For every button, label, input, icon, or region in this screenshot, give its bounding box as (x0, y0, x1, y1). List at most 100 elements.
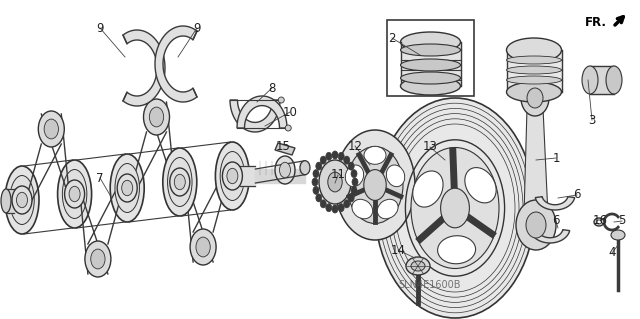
Ellipse shape (594, 218, 604, 226)
Ellipse shape (58, 160, 92, 228)
Ellipse shape (170, 168, 190, 196)
Ellipse shape (313, 170, 319, 178)
Ellipse shape (223, 162, 243, 190)
Text: 6: 6 (552, 214, 560, 227)
Ellipse shape (190, 229, 216, 265)
Ellipse shape (344, 200, 349, 208)
Ellipse shape (611, 230, 625, 240)
Ellipse shape (320, 200, 326, 208)
Ellipse shape (168, 158, 192, 206)
Ellipse shape (1, 189, 11, 213)
Ellipse shape (465, 167, 496, 203)
Ellipse shape (521, 80, 549, 116)
Ellipse shape (335, 130, 415, 240)
Ellipse shape (123, 182, 131, 194)
Ellipse shape (275, 156, 295, 184)
Ellipse shape (401, 44, 461, 56)
Ellipse shape (10, 175, 35, 225)
Ellipse shape (149, 107, 164, 127)
Ellipse shape (406, 257, 430, 275)
Ellipse shape (234, 164, 239, 171)
Ellipse shape (228, 170, 236, 182)
Text: 5: 5 (618, 214, 626, 227)
Ellipse shape (606, 66, 622, 94)
Ellipse shape (176, 176, 184, 188)
Ellipse shape (117, 174, 137, 202)
Ellipse shape (596, 220, 602, 224)
Ellipse shape (326, 152, 332, 160)
Ellipse shape (348, 194, 354, 202)
Text: 16: 16 (593, 214, 607, 227)
Ellipse shape (312, 178, 318, 186)
Ellipse shape (15, 205, 20, 212)
Ellipse shape (401, 32, 461, 52)
Text: FR.: FR. (585, 16, 607, 28)
Polygon shape (531, 230, 570, 243)
Ellipse shape (122, 180, 132, 196)
Bar (387, 20, 474, 96)
Ellipse shape (69, 186, 80, 202)
Text: 1: 1 (552, 152, 560, 165)
Ellipse shape (332, 151, 338, 159)
Ellipse shape (401, 77, 461, 95)
Ellipse shape (163, 148, 197, 216)
Ellipse shape (182, 170, 187, 177)
Ellipse shape (5, 166, 39, 234)
Ellipse shape (110, 154, 144, 222)
Ellipse shape (582, 66, 598, 94)
Ellipse shape (506, 76, 561, 84)
Ellipse shape (76, 199, 81, 206)
Text: 2: 2 (388, 32, 396, 44)
Ellipse shape (120, 193, 125, 200)
Ellipse shape (115, 164, 140, 212)
Ellipse shape (401, 72, 461, 84)
Ellipse shape (411, 147, 499, 269)
Ellipse shape (285, 125, 291, 131)
Ellipse shape (338, 152, 344, 160)
Ellipse shape (401, 59, 461, 71)
Ellipse shape (344, 156, 349, 164)
Ellipse shape (313, 186, 319, 194)
Ellipse shape (70, 188, 79, 200)
Ellipse shape (120, 176, 125, 183)
Ellipse shape (85, 241, 111, 277)
Ellipse shape (44, 119, 58, 139)
Ellipse shape (12, 186, 32, 214)
Ellipse shape (319, 160, 351, 204)
Text: 13: 13 (422, 140, 437, 153)
Ellipse shape (516, 200, 556, 250)
Text: 11: 11 (330, 168, 346, 182)
Ellipse shape (173, 187, 178, 194)
Ellipse shape (375, 98, 535, 318)
Ellipse shape (527, 88, 543, 108)
Text: 7: 7 (96, 172, 104, 184)
Ellipse shape (506, 82, 561, 102)
Ellipse shape (196, 237, 211, 257)
Ellipse shape (352, 199, 372, 219)
Ellipse shape (440, 188, 469, 228)
Ellipse shape (234, 181, 239, 188)
Ellipse shape (351, 170, 357, 178)
Polygon shape (275, 143, 295, 155)
Ellipse shape (506, 66, 561, 74)
Text: 9: 9 (96, 21, 104, 34)
Ellipse shape (332, 205, 338, 213)
Ellipse shape (338, 204, 344, 212)
Ellipse shape (300, 161, 310, 175)
Ellipse shape (76, 182, 81, 189)
Ellipse shape (216, 142, 250, 210)
Text: 10: 10 (283, 106, 298, 118)
Ellipse shape (225, 164, 230, 171)
Ellipse shape (438, 236, 476, 264)
Text: 15: 15 (276, 140, 291, 153)
Ellipse shape (348, 162, 354, 170)
Ellipse shape (345, 165, 364, 187)
Text: 6: 6 (573, 189, 580, 202)
Text: SLN4E1600B: SLN4E1600B (399, 280, 461, 290)
Ellipse shape (506, 38, 561, 62)
Ellipse shape (68, 199, 73, 206)
Ellipse shape (387, 165, 404, 187)
Polygon shape (237, 96, 287, 128)
Ellipse shape (506, 56, 561, 64)
Ellipse shape (347, 146, 403, 224)
